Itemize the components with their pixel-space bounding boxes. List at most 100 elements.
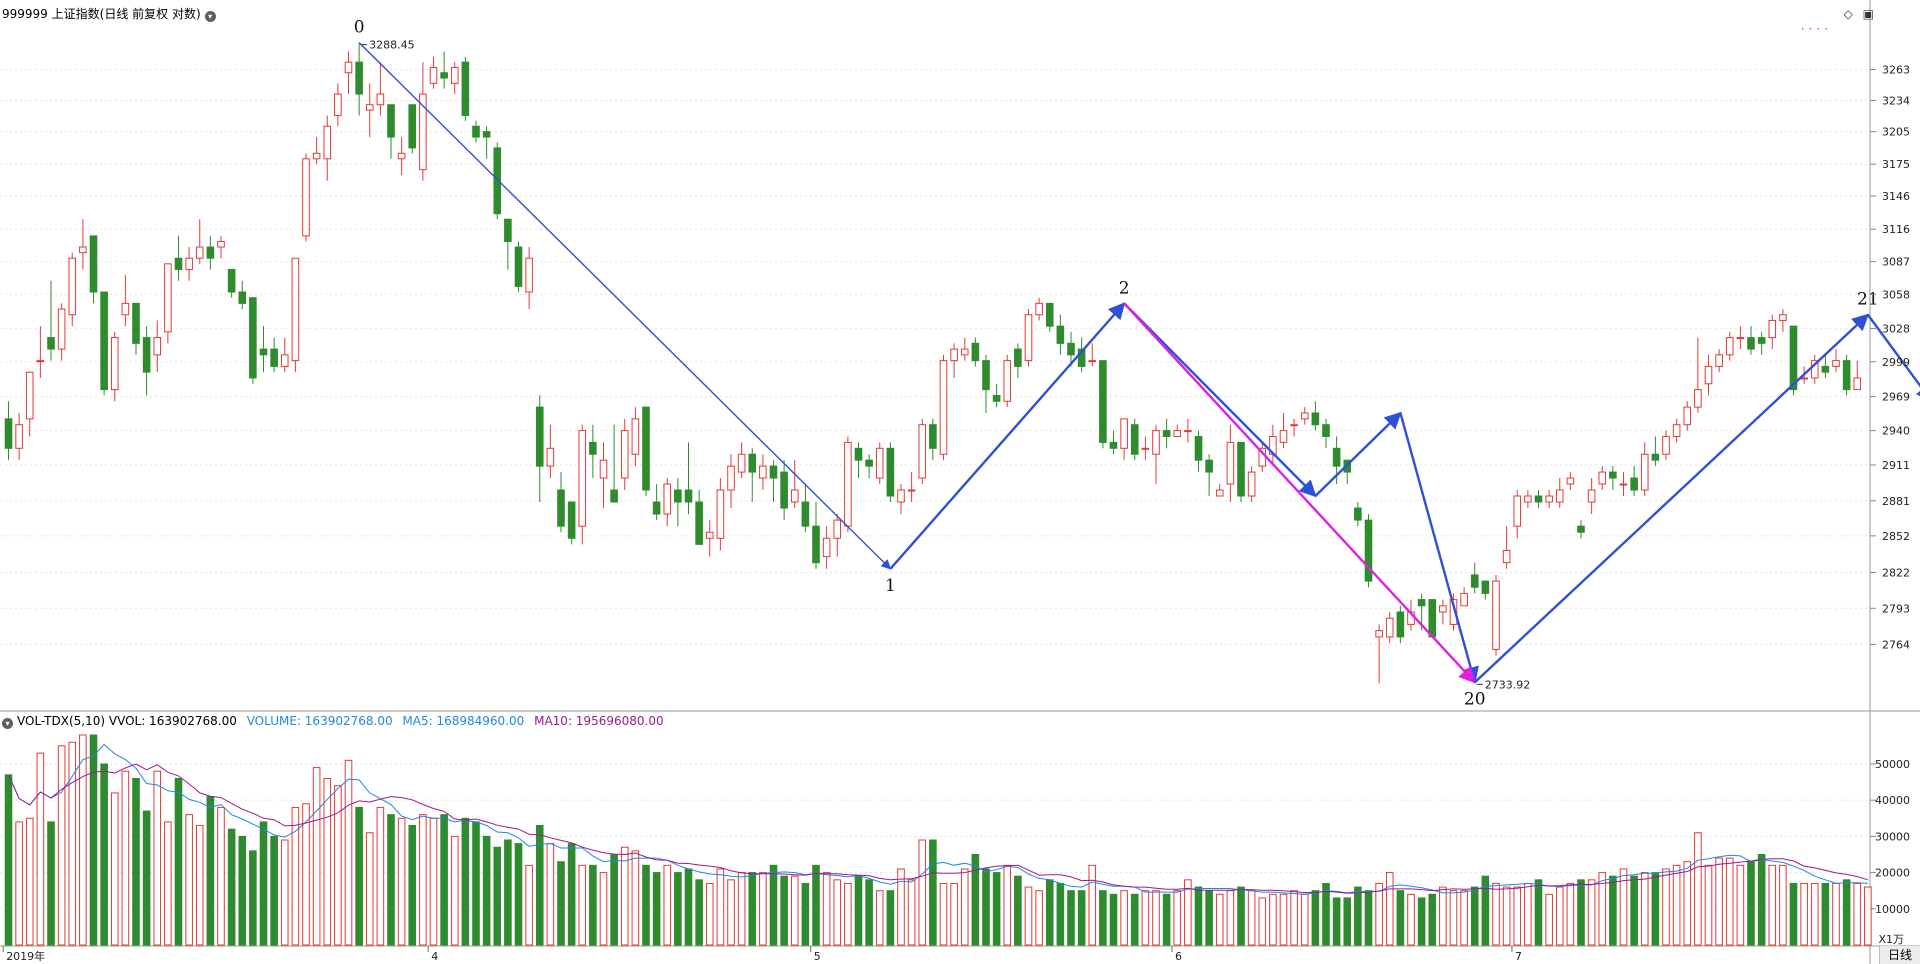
volume-bar-up [280,839,289,946]
wave-line [1473,313,1870,684]
volume-bar-down [1757,853,1766,946]
volume-bar-up [1492,882,1500,946]
candle-body-down [227,268,236,293]
volume-ma-lines [8,743,1869,895]
volume-bar-up [1683,861,1692,946]
volume-bar-down [1311,890,1320,946]
candle-body-up [302,158,310,237]
period-button[interactable]: 日线 [1879,946,1920,964]
volume-bar-up [1566,882,1575,946]
candle-body-up [195,246,204,259]
candle-body-down [1481,580,1490,594]
volume-bar-up [291,806,300,946]
volume-bar-up [217,806,225,946]
candle-body-up [1035,302,1043,316]
candle-body-down [642,406,650,491]
volume-indicator-name: VOL-TDX(5,10) [17,714,106,728]
candle-body-up [1640,453,1649,491]
candle-body-up [1385,617,1394,638]
diamond-icon[interactable]: ◇ [1843,7,1853,21]
volume-bar-up [1141,890,1150,946]
volume-bar-down [1396,890,1405,946]
volume-bar-down [1162,893,1171,946]
volume-header[interactable]: ▾ VOL-TDX(5,10) VVOL: 163902768.00 VOLUME… [2,714,664,729]
volume-bar-down [355,806,363,946]
candle-body-up [844,441,852,527]
candle-body-up [217,240,225,248]
candle-body-up [631,418,640,455]
volume-bar-up [397,817,406,946]
volume-bar-up [939,882,948,946]
panel-toggle-icon[interactable]: ▣ [1862,7,1874,21]
candle-body-up [1853,377,1862,391]
volume-bar-up [121,770,130,946]
candle-body-up [1300,412,1309,420]
volume-bar-up [1258,897,1267,946]
candle-body-up [1088,360,1097,363]
vvol-value: VVOL: 163902768.00 [108,714,237,728]
volume-bar-down [557,861,565,946]
wave-line [1314,411,1402,497]
volume-bar-up [918,839,927,946]
candle-body-down [854,447,863,461]
candle-body-down [408,104,417,149]
volume-bar-down [206,796,215,946]
volume-bar-down [1630,875,1638,946]
volume-bar-up [1598,872,1607,946]
candle-body-up [822,537,831,558]
candle-body-down [461,61,470,116]
volume-bar-up [790,875,799,946]
volume-bar-up [737,872,746,946]
chevron-down-icon[interactable]: ▾ [2,718,13,729]
volume-bar-down [1417,897,1426,946]
candle-body-up [1184,430,1192,433]
candle-body-up [1832,360,1840,367]
candle-body-down [1364,519,1373,582]
volume-bar-down [1534,879,1543,946]
volume-bar-down [535,825,544,946]
volume-bar-up [1375,882,1383,946]
volume-bar-down [1364,890,1373,946]
volume-bar-down [1470,886,1479,946]
volume-bar-down [992,872,1001,946]
price-tick-label: 2793 [1882,602,1910,615]
chevron-down-icon[interactable]: ▾ [204,11,216,22]
candle-body-down [1130,424,1139,455]
volume-bar-up [705,882,714,946]
candle-body-up [1715,354,1723,367]
price-axis: 3263 3234 3205 3175 3146 3116 3087 3058 3028 2999… [1870,64,1910,651]
date-tick-label: 7 [1515,950,1522,963]
volume-bar-down [174,777,183,946]
volume-bar-up [1152,890,1160,946]
candle-body-up [907,489,916,492]
candle-body-down [1417,599,1426,607]
candle-body-down [929,424,937,449]
candle-body-up [1672,424,1681,437]
volume-bar-up [1640,872,1649,946]
candle-body-down [1757,337,1766,344]
candle-body-down [982,360,990,391]
volume-bar-down [812,864,820,946]
candle-body-down [1162,430,1171,437]
wave-line [1866,314,1920,403]
volume-bar-up [1460,890,1468,946]
volume-bar-up [716,868,725,946]
volume-bar-up [620,846,629,946]
symbol-name: 上证指数 [51,7,100,21]
volume-bar-up [1587,879,1596,946]
chart-title[interactable]: 999999 上证指数(日线 前复权 对数) ▾ [2,7,216,22]
candle-body-up [1226,441,1235,485]
candle-body-up [1215,489,1224,497]
volume-bar-up [1694,832,1702,946]
candle-body-down [1821,365,1830,373]
date-tick-label: 5 [814,950,821,963]
wave-label: 1 [885,576,896,596]
volume-bar-up [1247,890,1256,946]
volume-bar-down [1109,893,1118,946]
volume-bar-up [1832,882,1840,946]
candle-body-down [684,489,693,503]
volume-bar-down [249,850,257,946]
candle-body-up [1725,337,1734,356]
wave-line [1123,302,1476,684]
volume-bar-up [525,864,533,946]
